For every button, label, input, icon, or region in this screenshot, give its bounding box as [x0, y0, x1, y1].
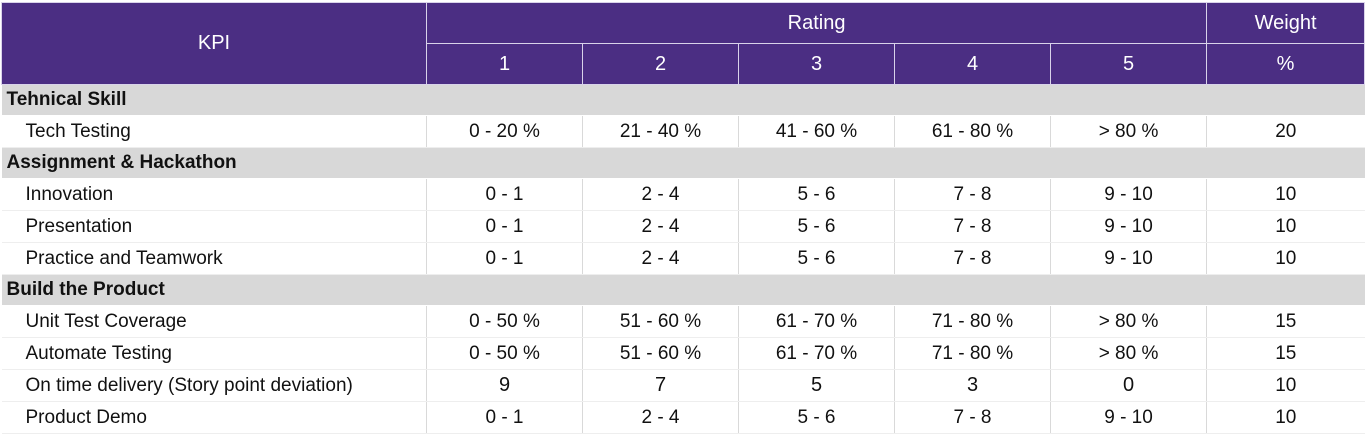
kpi-name: Tech Testing [1, 115, 427, 148]
weight-cell: 20 [1206, 115, 1365, 148]
kpi-rating-table: KPI Rating Weight 1 2 3 4 5 % Tehnical S… [1, 2, 1365, 434]
kpi-name: Presentation [1, 210, 427, 243]
rating-cell: 3 [894, 369, 1051, 402]
rating-cell: 0 - 20 % [426, 115, 583, 148]
rating-cell: 2 - 4 [582, 242, 739, 275]
rating-cell: 0 - 1 [426, 401, 583, 434]
rating-cell: > 80 % [1049, 305, 1207, 338]
table-row: On time delivery (Story point deviation)… [1, 369, 1365, 402]
rating-cell: > 80 % [1049, 115, 1207, 148]
section-row: Tehnical Skill [1, 84, 1365, 116]
rating-cell: 9 - 10 [1049, 401, 1207, 434]
section-title: Build the Product [1, 274, 1365, 306]
rating-cell: 5 - 6 [738, 401, 895, 434]
rating-cell: 7 - 8 [894, 210, 1051, 243]
rating-cell: 0 - 50 % [426, 337, 583, 370]
weight-cell: 10 [1206, 242, 1365, 275]
kpi-header: KPI [1, 2, 427, 85]
section-row: Build the Product [1, 274, 1365, 306]
rating-cell: 0 - 1 [426, 242, 583, 275]
rating-cell: 0 - 1 [426, 178, 583, 211]
rating-cell: 7 [582, 369, 739, 402]
rating-cell: 2 - 4 [582, 401, 739, 434]
rating-cell: > 80 % [1049, 337, 1207, 370]
weight-cell: 10 [1206, 210, 1365, 243]
rating-cell: 61 - 70 % [738, 337, 895, 370]
kpi-table-body: Tehnical Skill Tech Testing 0 - 20 % 21 … [1, 84, 1365, 434]
weight-cell: 10 [1206, 401, 1365, 434]
section-title: Tehnical Skill [1, 84, 1365, 116]
rating-cell: 0 - 1 [426, 210, 583, 243]
kpi-name: Unit Test Coverage [1, 305, 427, 338]
rating-cell: 5 - 6 [738, 242, 895, 275]
kpi-name: Automate Testing [1, 337, 427, 370]
rating-cell: 5 [738, 369, 895, 402]
table-row: Practice and Teamwork 0 - 1 2 - 4 5 - 6 … [1, 242, 1365, 275]
rating-cell: 2 - 4 [582, 178, 739, 211]
rating-cell: 9 [426, 369, 583, 402]
kpi-name: On time delivery (Story point deviation) [1, 369, 427, 402]
rating-level-header: 3 [738, 43, 895, 85]
rating-level-header: 1 [426, 43, 583, 85]
rating-cell: 9 - 10 [1049, 178, 1207, 211]
kpi-name: Innovation [1, 178, 427, 211]
rating-cell: 21 - 40 % [582, 115, 739, 148]
weight-cell: 10 [1206, 178, 1365, 211]
table-row: Product Demo 0 - 1 2 - 4 5 - 6 7 - 8 9 -… [1, 401, 1365, 434]
rating-cell: 7 - 8 [894, 242, 1051, 275]
table-row: Innovation 0 - 1 2 - 4 5 - 6 7 - 8 9 - 1… [1, 178, 1365, 211]
kpi-name: Product Demo [1, 401, 427, 434]
rating-header: Rating [425, 2, 1208, 44]
rating-cell: 0 [1049, 369, 1207, 402]
rating-cell: 61 - 70 % [738, 305, 895, 338]
table-row: Presentation 0 - 1 2 - 4 5 - 6 7 - 8 9 -… [1, 210, 1365, 243]
rating-cell: 41 - 60 % [738, 115, 895, 148]
rating-cell: 51 - 60 % [582, 337, 739, 370]
section-row: Assignment & Hackathon [1, 147, 1365, 179]
rating-level-header: 2 [582, 43, 739, 85]
rating-cell: 5 - 6 [738, 178, 895, 211]
rating-cell: 61 - 80 % [894, 115, 1051, 148]
rating-cell: 9 - 10 [1049, 242, 1207, 275]
rating-cell: 71 - 80 % [894, 305, 1051, 338]
rating-cell: 51 - 60 % [582, 305, 739, 338]
rating-cell: 7 - 8 [894, 401, 1051, 434]
weight-cell: 10 [1206, 369, 1365, 402]
rating-level-header: 5 [1049, 43, 1208, 85]
rating-cell: 0 - 50 % [426, 305, 583, 338]
kpi-name: Practice and Teamwork [1, 242, 427, 275]
table-row: Automate Testing 0 - 50 % 51 - 60 % 61 -… [1, 337, 1365, 370]
rating-cell: 2 - 4 [582, 210, 739, 243]
rating-level-header: 4 [894, 43, 1051, 85]
table-row: Tech Testing 0 - 20 % 21 - 40 % 41 - 60 … [1, 115, 1365, 148]
rating-cell: 7 - 8 [894, 178, 1051, 211]
rating-cell: 5 - 6 [738, 210, 895, 243]
header-row-top: KPI Rating Weight [1, 2, 1365, 85]
rating-cell: 9 - 10 [1049, 210, 1207, 243]
weight-cell: 15 [1206, 305, 1365, 338]
section-title: Assignment & Hackathon [1, 147, 1365, 179]
header-row-bottom: 1 2 3 4 5 % [2, 43, 1365, 85]
rating-cell: 71 - 80 % [894, 337, 1051, 370]
weight-header: Weight [1206, 2, 1365, 44]
weight-cell: 15 [1206, 337, 1365, 370]
weight-unit-header: % [1206, 43, 1365, 85]
table-row: Unit Test Coverage 0 - 50 % 51 - 60 % 61… [1, 305, 1365, 338]
